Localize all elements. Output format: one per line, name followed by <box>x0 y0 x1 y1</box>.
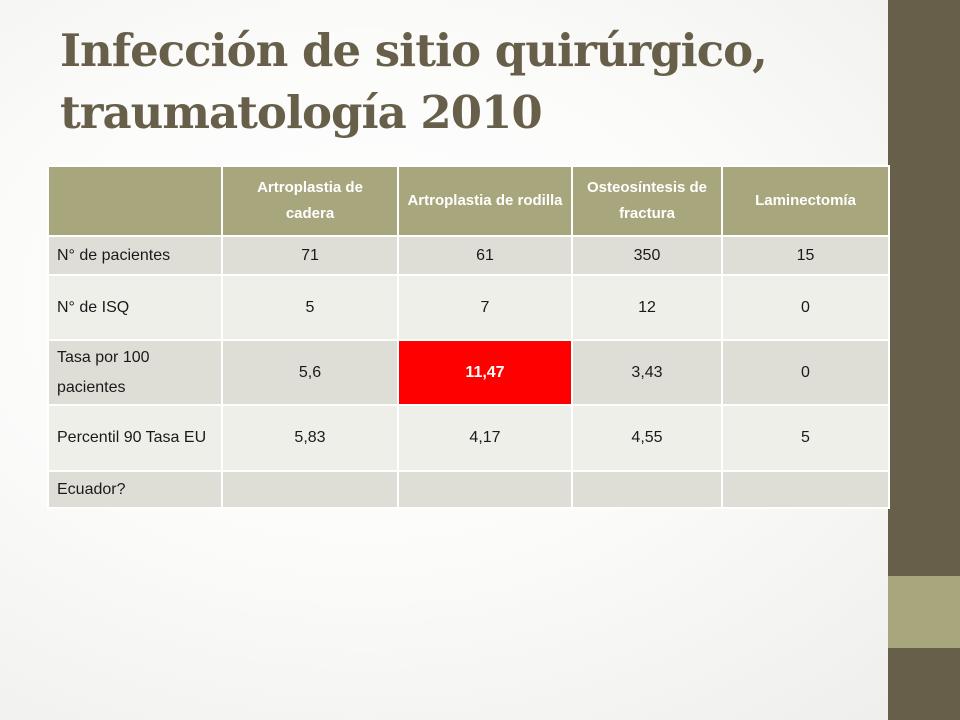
header-artroplastia-rodilla: Artroplastia de rodilla <box>397 165 573 237</box>
row-label: N° de ISQ <box>47 274 223 341</box>
table-row: N° de ISQ 5 7 12 0 <box>47 274 890 341</box>
table-cell: 0 <box>721 274 890 341</box>
row-label: Tasa por 100 pacientes <box>47 339 223 406</box>
table-cell <box>571 470 723 509</box>
table-cell <box>397 470 573 509</box>
slide-title-line-2: traumatología 2010 <box>60 86 543 139</box>
table-row: Percentil 90 Tasa EU 5,83 4,17 4,55 5 <box>47 404 890 472</box>
table-cell: 15 <box>721 235 890 276</box>
table-cell: 61 <box>397 235 573 276</box>
table-cell <box>721 470 890 509</box>
table-cell: 5 <box>721 404 890 472</box>
table-row: Ecuador? <box>47 470 890 509</box>
row-label: Ecuador? <box>47 470 223 509</box>
table-cell: 12 <box>571 274 723 341</box>
table-cell: 4,17 <box>397 404 573 472</box>
header-laminectomia: Laminectomía <box>721 165 890 237</box>
table-cell: 3,43 <box>571 339 723 406</box>
header-artroplastia-cadera: Artroplastia de cadera <box>221 165 399 237</box>
table-cell: 71 <box>221 235 399 276</box>
table-cell: 5 <box>221 274 399 341</box>
table-cell: 4,55 <box>571 404 723 472</box>
table-row: N° de pacientes 71 61 350 15 <box>47 235 890 276</box>
table-cell <box>221 470 399 509</box>
table-cell: 5,6 <box>221 339 399 406</box>
side-decor-accent <box>888 576 960 648</box>
table-cell: 0 <box>721 339 890 406</box>
table-header-row: Artroplastia de cadera Artroplastia de r… <box>47 165 890 237</box>
header-osteosintesis: Osteosíntesis de fractura <box>571 165 723 237</box>
side-decor-bar <box>888 0 960 720</box>
table-cell: 5,83 <box>221 404 399 472</box>
slide-title-line-1: Infección de sitio quirúrgico, <box>60 24 768 77</box>
row-label: Percentil 90 Tasa EU <box>47 404 223 472</box>
header-corner <box>47 165 223 237</box>
infection-rate-table: Artroplastia de cadera Artroplastia de r… <box>47 165 890 509</box>
row-label: N° de pacientes <box>47 235 223 276</box>
highlighted-rate-cell: 11,47 <box>397 339 573 406</box>
table-cell: 350 <box>571 235 723 276</box>
slide-title: Infección de sitio quirúrgico, traumatol… <box>60 20 880 144</box>
table-cell: 7 <box>397 274 573 341</box>
table-row: Tasa por 100 pacientes 5,6 11,47 3,43 0 <box>47 339 890 406</box>
